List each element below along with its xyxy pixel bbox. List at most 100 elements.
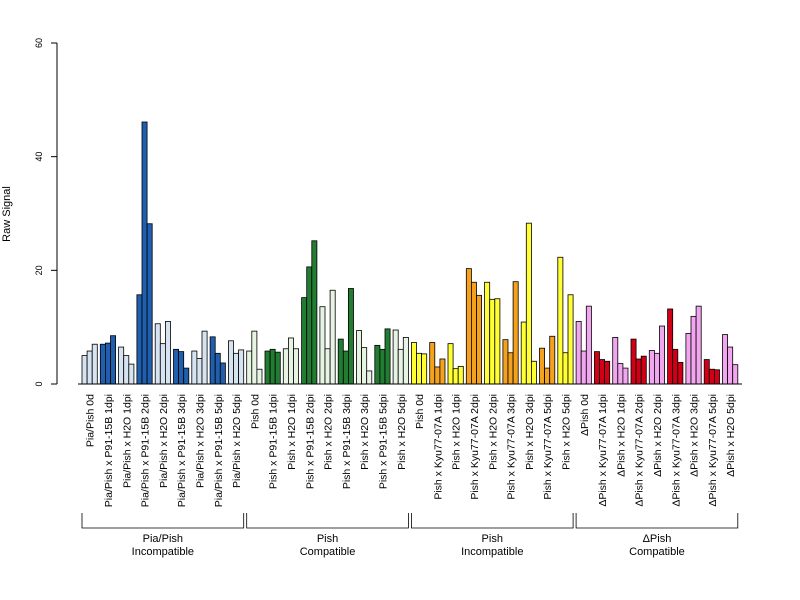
bar (342, 350, 349, 385)
x-tick-label: ΔPish x Kyu77-07A 1dpi (597, 394, 609, 507)
group-bracket (411, 513, 574, 529)
bar (410, 342, 417, 385)
x-tick-label: Pish x H2O 1dpi (451, 394, 463, 470)
bar (282, 348, 289, 385)
bar (630, 338, 637, 385)
group-sublabel: Compatible (629, 546, 685, 558)
bar (612, 336, 619, 385)
x-tick-label: Pish x Kyu77-07A 5dpi (542, 394, 554, 500)
bar (557, 256, 564, 385)
bar (324, 348, 331, 385)
bar (465, 268, 472, 385)
bar (714, 369, 720, 385)
x-tick-label: ΔPish 0d (579, 394, 591, 436)
bar (99, 343, 106, 385)
bar (685, 333, 692, 385)
bar (233, 352, 239, 385)
bar (238, 349, 245, 385)
x-tick-label: Pish x H2O 2dpi (323, 394, 335, 470)
bar (123, 355, 130, 385)
bar (562, 352, 569, 385)
bar (672, 348, 679, 385)
bar (136, 294, 143, 385)
bar (219, 362, 226, 385)
bar (191, 350, 198, 385)
bar (525, 222, 532, 385)
bar (635, 358, 642, 385)
bar (251, 330, 258, 385)
bar (105, 342, 111, 385)
bar (269, 348, 276, 385)
x-tick-label: Pish x H2O 5dpi (396, 394, 408, 470)
x-tick-label: ΔPish x Kyu77-07A 5dpi (707, 394, 719, 507)
bar (141, 121, 148, 385)
bar (727, 346, 734, 385)
y-tick-label: 0 (34, 381, 44, 386)
x-tick-label: ΔPish x H2O 3dpi (689, 394, 701, 477)
bar (567, 294, 574, 385)
group-sublabel: Incompatible (461, 546, 523, 558)
bar (306, 266, 313, 385)
bar (264, 350, 271, 385)
bar (659, 325, 665, 385)
bar (392, 329, 399, 385)
bar (337, 338, 344, 385)
bar (196, 358, 203, 385)
bar (301, 297, 308, 385)
x-tick-label: Pia/Pish x H2O 1dpi (121, 394, 133, 488)
x-tick-label: Pish x H2O 3dpi (359, 394, 371, 470)
bar (722, 334, 728, 385)
bar (173, 348, 179, 385)
group-label: Pia/Pish (143, 533, 183, 545)
bar (476, 294, 482, 385)
y-tick-label: 60 (34, 38, 44, 48)
bar (214, 352, 221, 385)
bar (128, 363, 135, 385)
bar (594, 351, 600, 385)
group-label: Pish (317, 533, 338, 545)
bar (539, 347, 545, 385)
bar (484, 281, 491, 385)
bar (489, 298, 496, 385)
bar (416, 352, 422, 385)
group-bracket (81, 513, 245, 529)
x-tick-label: Pish x Kyu77-07A 3dpi (506, 394, 518, 500)
bar (654, 352, 660, 385)
x-tick-label: ΔPish x Kyu77-07A 2dpi (634, 394, 646, 507)
bar (695, 305, 702, 385)
group-label: Pish (482, 533, 503, 545)
bar (520, 321, 527, 385)
bar (617, 363, 624, 385)
bar (502, 339, 509, 385)
x-tick-label: Pish x H2O 3dpi (524, 394, 536, 470)
bar (256, 368, 263, 385)
bar (604, 360, 611, 385)
x-tick-label: Pish x P91-15B 2dpi (304, 394, 316, 489)
bar (311, 240, 318, 385)
x-tick-label: Pia/Pish x P91-15B 1dpi (103, 394, 115, 507)
bar (118, 346, 125, 385)
x-tick-label: Pia/Pish x P91-15B 3dpi (176, 394, 188, 507)
bar (447, 343, 454, 385)
group-sublabel: Incompatible (132, 546, 194, 558)
bar (81, 355, 88, 385)
bar (183, 367, 190, 385)
bar (452, 368, 459, 385)
x-tick-label: Pia/Pish x P91-15B 2dpi (140, 394, 152, 507)
group-sublabel: Compatible (300, 546, 356, 558)
bar (599, 359, 605, 385)
x-tick-label: Pish x Kyu77-07A 2dpi (469, 394, 481, 500)
bar (374, 344, 381, 385)
x-tick-label: Pish x H2O 2dpi (487, 394, 499, 470)
x-tick-labels: Pia/Pish 0d Pia/Pish x P91-15B 1dpi Pia/Pi… (85, 394, 738, 507)
x-tick-label: ΔPish x H2O 1dpi (615, 394, 627, 477)
bar (494, 298, 501, 385)
bar (622, 367, 629, 385)
y-tick-label: 20 (34, 265, 44, 275)
bar (421, 353, 428, 385)
bar (164, 321, 171, 385)
bar (91, 343, 98, 385)
bar (287, 337, 294, 385)
bar (531, 360, 537, 385)
